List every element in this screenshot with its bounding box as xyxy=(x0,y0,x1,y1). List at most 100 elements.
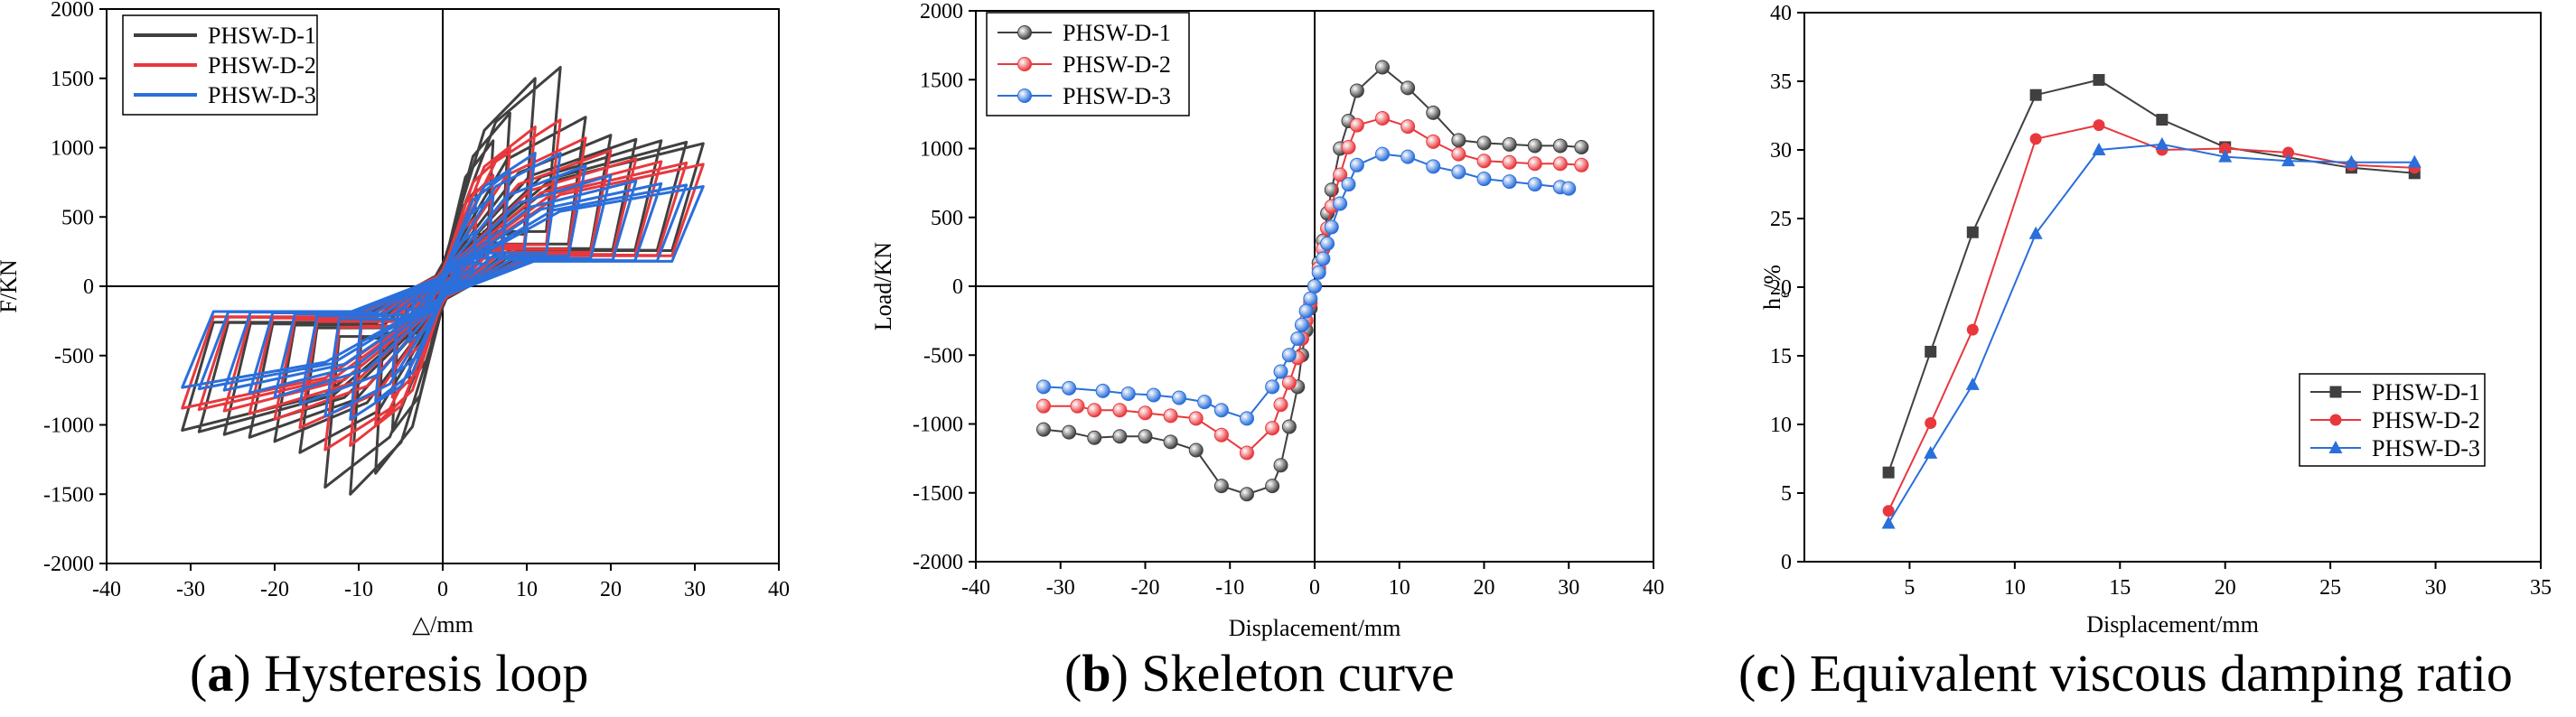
data-point xyxy=(1349,157,1364,172)
y-tick-label: -1500 xyxy=(43,483,94,507)
series-line xyxy=(1888,143,2415,524)
data-point xyxy=(2028,226,2043,239)
data-point xyxy=(1333,196,1348,211)
x-tick-label: 35 xyxy=(2530,576,2552,600)
x-tick-label: -20 xyxy=(1131,576,1160,600)
data-point xyxy=(1307,279,1322,293)
y-tick-label: 1000 xyxy=(51,137,94,161)
data-point xyxy=(1265,421,1280,436)
caption-b-letter: b xyxy=(1082,644,1111,703)
data-point xyxy=(1213,403,1229,418)
data-point xyxy=(1120,386,1136,401)
data-point xyxy=(1036,398,1051,414)
y-tick-label: 40 xyxy=(1770,2,1792,25)
data-point xyxy=(1502,174,1517,190)
y-tick-label: 30 xyxy=(1770,139,1792,163)
data-point xyxy=(1095,383,1110,398)
data-point xyxy=(2218,149,2233,163)
skeleton-series-3 xyxy=(1036,146,1577,426)
y-tick-label: 2000 xyxy=(920,0,963,23)
data-point xyxy=(2155,136,2169,150)
y-tick-label: 500 xyxy=(61,206,94,229)
data-point xyxy=(1240,411,1254,426)
y-tick-label: 1500 xyxy=(920,69,963,92)
data-point xyxy=(1476,172,1492,187)
data-point xyxy=(1070,398,1085,414)
legend-label: PHSW-D-3 xyxy=(208,82,316,108)
data-point xyxy=(1281,348,1297,363)
x-axis-title: Displacement/mm xyxy=(1229,615,1401,641)
x-tick-label: -10 xyxy=(1215,576,1244,600)
legend-label: PHSW-D-1 xyxy=(1063,20,1171,46)
data-point xyxy=(2329,386,2342,398)
data-point xyxy=(1426,159,1441,174)
y-tick-label: 500 xyxy=(931,207,963,230)
data-point xyxy=(1017,57,1032,71)
data-point xyxy=(1882,505,1895,517)
x-tick-label: 40 xyxy=(1643,576,1664,600)
y-axis-title: Load/KN xyxy=(870,242,896,331)
data-point xyxy=(2328,441,2343,453)
x-tick-label: -10 xyxy=(344,578,373,601)
y-tick-label: 35 xyxy=(1770,70,1792,94)
data-point xyxy=(1375,110,1390,126)
data-point xyxy=(1320,236,1335,251)
x-tick-label: -40 xyxy=(92,578,121,601)
data-point xyxy=(1303,291,1318,306)
x-tick-label: 10 xyxy=(1389,576,1410,600)
data-point xyxy=(1062,380,1077,396)
x-tick-label: 10 xyxy=(516,578,538,601)
data-point xyxy=(1138,405,1153,421)
series-line xyxy=(1888,124,2415,512)
y-tick-label: 2000 xyxy=(51,0,94,22)
y-tick-label: 0 xyxy=(83,275,94,299)
y-tick-label: 25 xyxy=(1770,208,1792,231)
data-point xyxy=(1426,134,1441,149)
y-tick-label: 1500 xyxy=(51,68,94,91)
y-tick-label: -500 xyxy=(923,344,963,368)
data-point xyxy=(1527,177,1542,192)
data-point xyxy=(1561,181,1577,196)
data-point xyxy=(1965,377,1980,390)
y-axis-title-suffix: /% xyxy=(1759,265,1785,291)
x-tick-label: -30 xyxy=(176,578,205,601)
y-tick-label: -500 xyxy=(54,345,94,368)
x-tick-label: 40 xyxy=(768,578,790,601)
data-point xyxy=(1213,427,1229,442)
y-tick-label: -1000 xyxy=(913,414,963,437)
x-tick-label: 5 xyxy=(1904,576,1915,600)
data-point xyxy=(1881,516,1896,529)
data-point xyxy=(1062,424,1077,440)
data-point xyxy=(2029,133,2042,145)
data-point xyxy=(2093,73,2105,86)
x-tick-label: 15 xyxy=(2109,576,2131,600)
data-point xyxy=(1966,226,1979,238)
x-axis-title: Displacement/mm xyxy=(2086,611,2259,638)
data-point xyxy=(1087,430,1102,445)
caption-c-text: Equivalent viscous damping ratio xyxy=(1796,644,2513,703)
data-point xyxy=(2219,142,2232,154)
data-point xyxy=(1294,317,1309,332)
data-point xyxy=(1036,379,1051,395)
y-tick-label: 10 xyxy=(1770,414,1792,437)
data-point xyxy=(1112,429,1128,444)
x-tick-label: 20 xyxy=(1474,576,1495,600)
y-axis-title: F/KN xyxy=(0,259,22,312)
data-point xyxy=(1924,445,1938,459)
data-point xyxy=(1349,83,1364,98)
caption-a-letter: a xyxy=(207,644,234,703)
y-tick-label: -2000 xyxy=(43,553,94,576)
caption-c: (c) Equivalent viscous damping ratio xyxy=(1738,644,2513,703)
data-point xyxy=(1316,251,1331,266)
x-tick-label: -40 xyxy=(961,576,990,600)
data-point xyxy=(1240,445,1254,461)
data-point xyxy=(1213,479,1229,494)
legend-label: PHSW-D-3 xyxy=(2372,435,2480,461)
data-point xyxy=(1188,442,1204,458)
data-point xyxy=(1112,403,1128,418)
y-tick-label: 20 xyxy=(1770,276,1792,300)
data-point xyxy=(2156,114,2169,126)
data-point xyxy=(1451,146,1466,162)
